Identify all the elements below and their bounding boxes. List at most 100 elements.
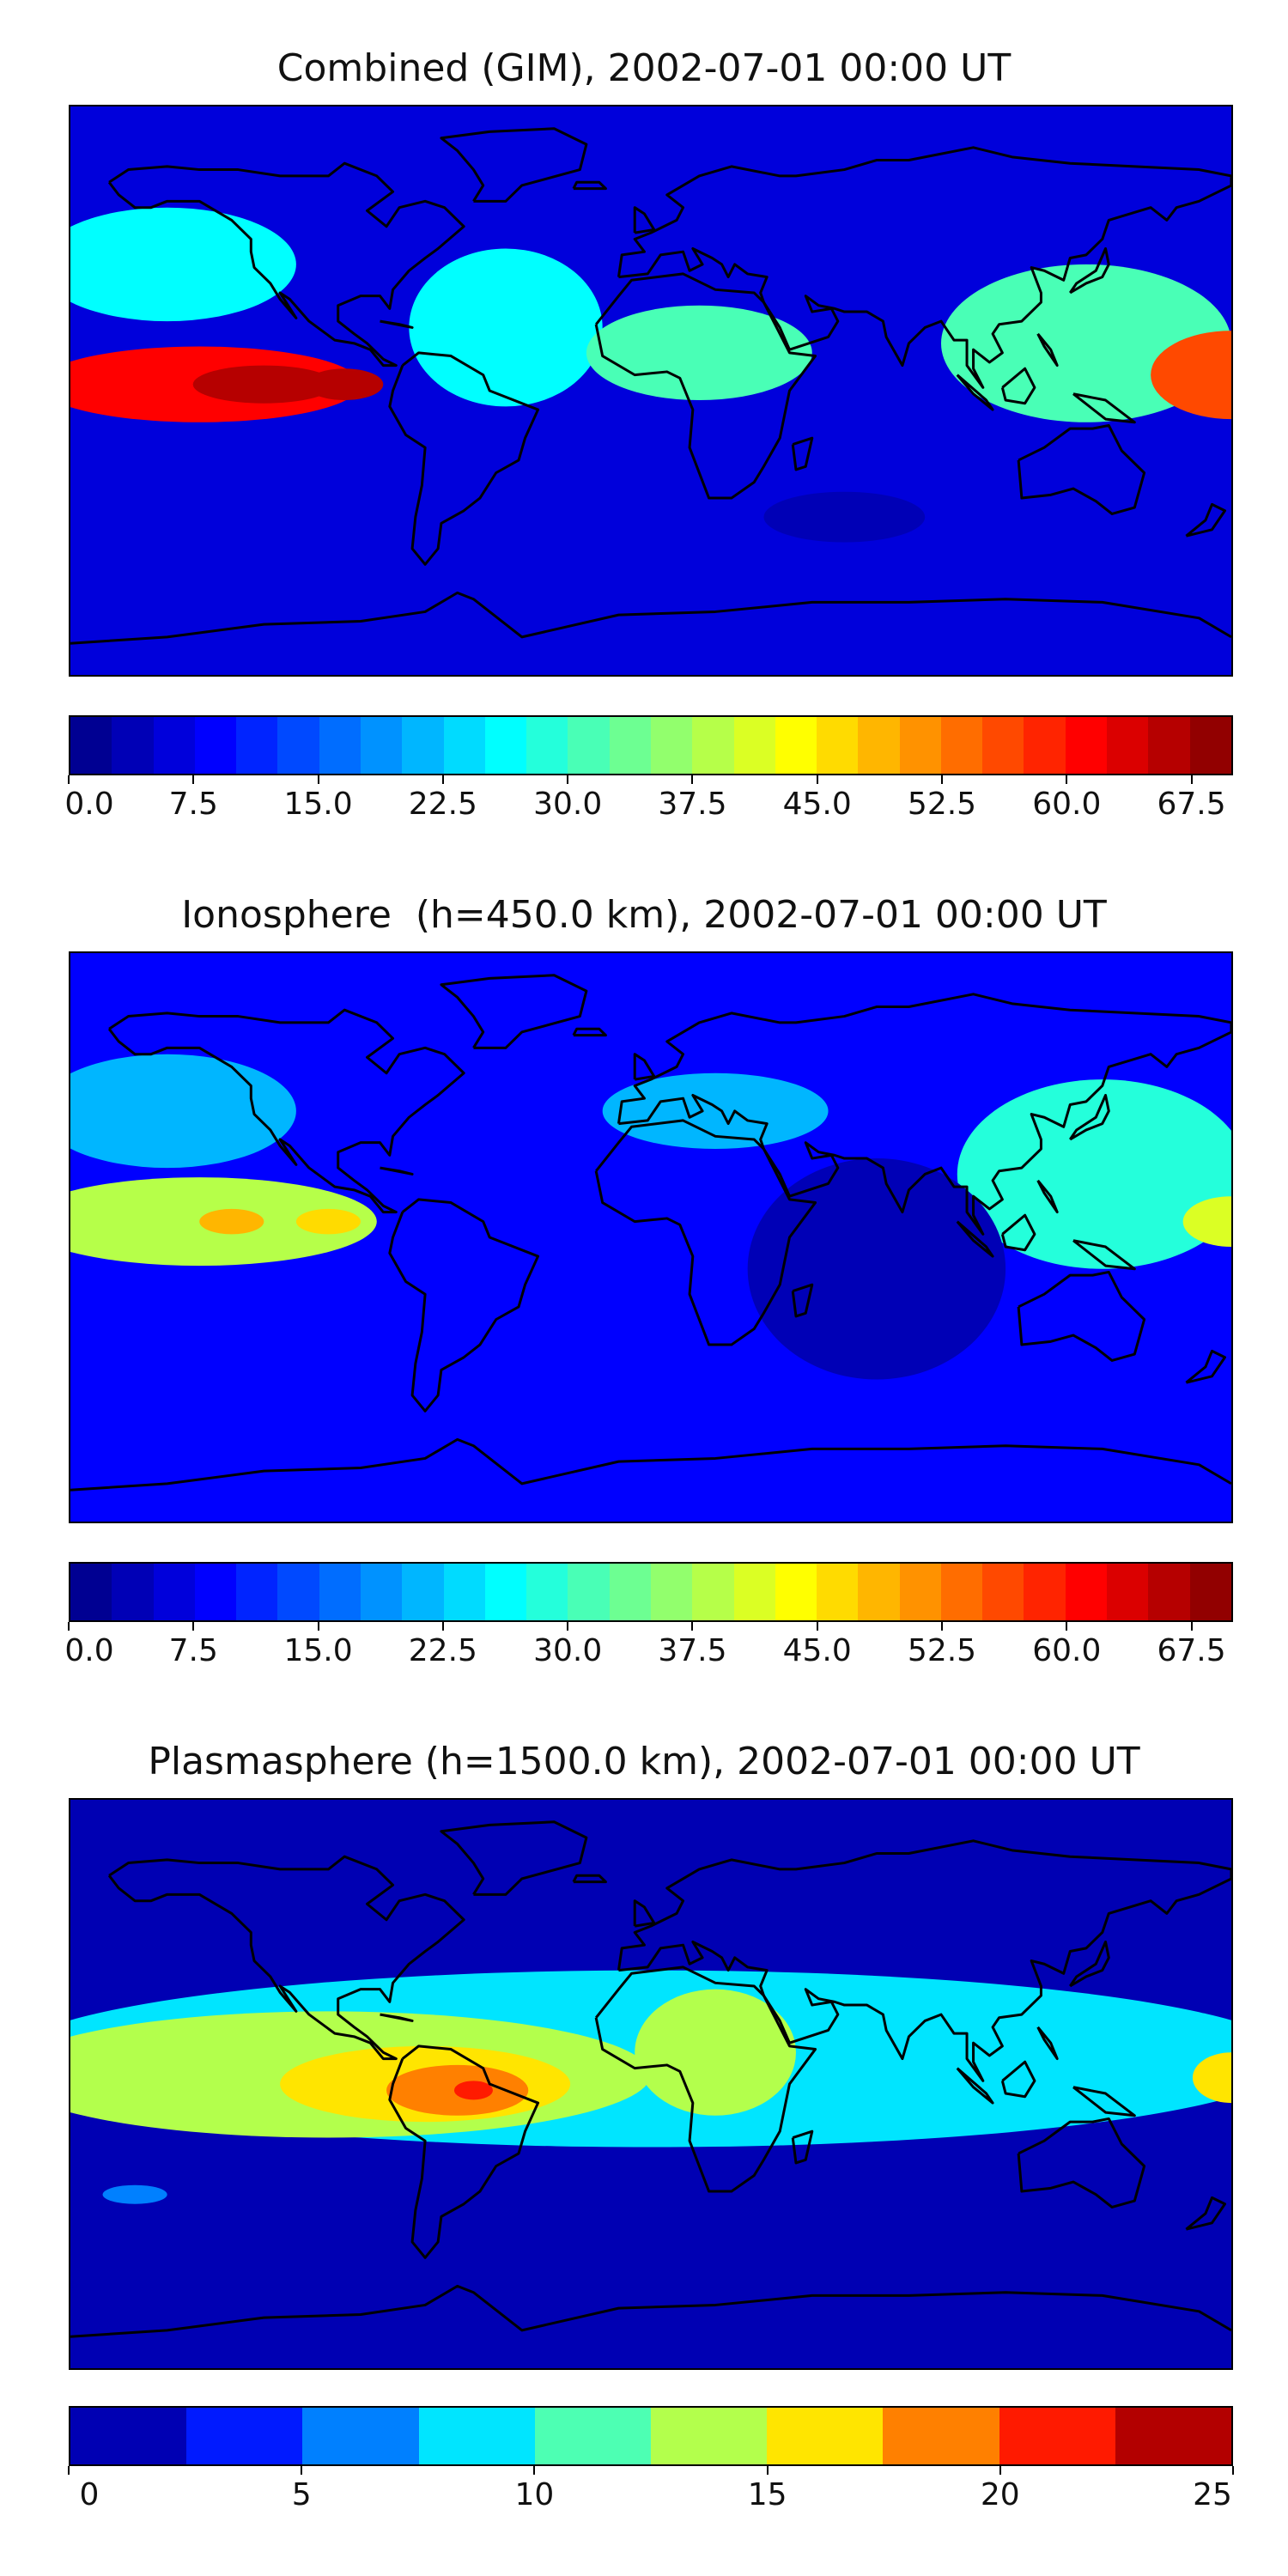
colorbar-segment	[650, 1564, 693, 1620]
colorbar-tick-label: 37.5	[658, 787, 727, 822]
coastline-madagascar	[793, 438, 812, 470]
colorbar-segment	[609, 717, 651, 774]
coastline-new-zealand	[1186, 2197, 1224, 2229]
colorbar-segment	[443, 717, 485, 774]
colorbar-segment	[70, 2408, 187, 2464]
colorbar-tick-mark	[68, 2466, 70, 2475]
panel-3-colorbar-ticks: 0 5 10 15 20 25	[68, 2466, 1234, 2518]
coastline-new-guinea	[1073, 1241, 1134, 1269]
colorbar-segment	[733, 717, 775, 774]
colorbar-segment	[1024, 717, 1066, 774]
field-contour-3	[70, 207, 296, 322]
colorbar-segment	[609, 1564, 651, 1620]
coastline-south-america	[390, 353, 538, 564]
colorbar-segment	[568, 717, 610, 774]
colorbar-segment	[775, 717, 817, 774]
coastline-antarctica	[70, 592, 1231, 643]
colorbar-segment	[319, 717, 361, 774]
coastline-africa	[596, 274, 815, 498]
coastline-philippines	[1038, 1181, 1058, 1212]
colorbar-tick-mark	[567, 1622, 569, 1631]
coastline-great-britain	[635, 208, 654, 233]
coastline-iceland	[574, 1029, 606, 1035]
field-contour-2	[306, 368, 384, 401]
colorbar-segment	[999, 2408, 1115, 2464]
colorbar-segment	[70, 1564, 112, 1620]
colorbar-segment	[1148, 717, 1190, 774]
field-contour-1	[192, 365, 335, 404]
colorbar-tick-label: 45.0	[782, 1633, 852, 1668]
colorbar-tick-label: 0.0	[64, 1633, 114, 1668]
coastline-australia	[1018, 425, 1144, 513]
coastline-new-zealand	[1186, 504, 1224, 536]
colorbar-segment	[302, 2408, 419, 2464]
colorbar-tick-label: 67.5	[1157, 787, 1226, 822]
coastline-sumatra	[957, 2069, 993, 2103]
field-contour-8	[763, 491, 926, 543]
colorbar-segment	[940, 1564, 983, 1620]
colorbar-tick-mark	[533, 2466, 536, 2475]
coastline-africa	[596, 1967, 815, 2191]
panel-3-map	[69, 1798, 1233, 2370]
colorbar-tick-label: 0	[79, 2477, 100, 2512]
panel-1-title: Combined (GIM), 2002-07-01 00:00 UT	[276, 46, 1012, 90]
panel-2-colorbar	[69, 1562, 1233, 1622]
colorbar-segment	[360, 717, 403, 774]
colorbar-tick-label: 30.0	[533, 787, 603, 822]
coastline-australia	[1018, 1272, 1144, 1360]
field-contour-4	[602, 1072, 829, 1150]
colorbar-tick-label: 67.5	[1157, 1633, 1226, 1668]
colorbar-tick-mark	[999, 2466, 1001, 2475]
colorbar-segment	[534, 2408, 652, 2464]
coastline-cuba	[380, 1168, 413, 1174]
field-contour-3	[70, 1054, 296, 1169]
colorbar-tick-label: 7.5	[168, 1633, 218, 1668]
coastline-iceland	[574, 1875, 606, 1881]
colorbar-segment	[277, 717, 319, 774]
colorbar-segment	[733, 1564, 775, 1620]
coastline-iceland	[574, 182, 606, 188]
panel-1-colorbar-ticks: 0.0 7.5 15.0 22.5 30.0 37.5 45.0 52.5 60.0 67.5	[64, 775, 1233, 827]
colorbar-tick-mark	[192, 1622, 195, 1631]
colorbar-tick-mark	[1232, 2466, 1234, 2475]
field-contour-7	[747, 1158, 1006, 1380]
coastline-sumatra	[957, 1222, 993, 1256]
colorbar-tick-label: 22.5	[408, 1633, 477, 1668]
colorbar-segment	[899, 1564, 941, 1620]
colorbar-tick-label: 60.0	[1032, 787, 1102, 822]
colorbar-segment	[360, 1564, 403, 1620]
coastline-philippines	[1038, 2027, 1058, 2059]
field-contour-4	[453, 2081, 493, 2100]
colorbar-segment	[767, 2408, 884, 2464]
colorbar-tick-label: 60.0	[1032, 1633, 1102, 1668]
colorbar-segment	[236, 1564, 278, 1620]
colorbar-tick-mark	[941, 775, 943, 784]
colorbar-segment	[484, 717, 527, 774]
field-contour-6	[1182, 1196, 1231, 1248]
field-contour-6	[1192, 2052, 1231, 2104]
colorbar-segment	[650, 717, 693, 774]
field-contour-7	[102, 2184, 167, 2204]
colorbar-segment	[1189, 1564, 1231, 1620]
colorbar-tick-label: 52.5	[907, 1633, 977, 1668]
colorbar-segment	[1115, 2408, 1232, 2464]
colorbar-segment	[319, 1564, 361, 1620]
field-contour-1	[199, 1208, 264, 1235]
colorbar-tick-label: 10	[514, 2477, 555, 2512]
colorbar-tick-mark	[766, 2466, 769, 2475]
colorbar-segment	[817, 1564, 859, 1620]
colorbar-tick-label: 22.5	[408, 787, 477, 822]
colorbar-segment	[1189, 717, 1231, 774]
colorbar-tick-label: 30.0	[533, 1633, 603, 1668]
colorbar-segment	[858, 717, 900, 774]
colorbar-segment	[484, 1564, 527, 1620]
coastline-borneo	[1002, 368, 1035, 403]
colorbar-segment	[1107, 717, 1149, 774]
coastline-north-america	[109, 1856, 464, 2058]
colorbar-segment	[1065, 1564, 1108, 1620]
colorbar-tick-mark	[441, 1622, 444, 1631]
field-contour-7	[1151, 331, 1231, 420]
colorbar-tick-label: 7.5	[168, 787, 218, 822]
colorbar-segment	[402, 717, 444, 774]
colorbar-segment	[153, 1564, 195, 1620]
